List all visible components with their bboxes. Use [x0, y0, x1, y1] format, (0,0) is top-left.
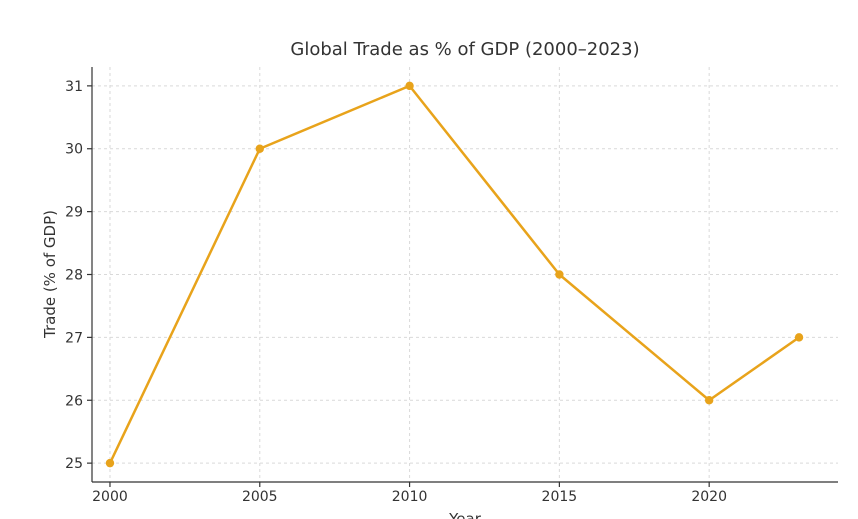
grid	[92, 67, 838, 482]
series-line	[108, 84, 801, 465]
data-point	[405, 81, 414, 91]
x-axis-label: Year	[448, 510, 482, 519]
y-tick-label: 30	[65, 142, 83, 158]
data-point	[105, 458, 115, 468]
series	[105, 81, 804, 468]
data-point	[255, 144, 264, 153]
data-point	[704, 396, 714, 405]
y-tick-label: 28	[65, 268, 83, 284]
y-tick-label: 25	[65, 456, 83, 472]
x-tick-label: 2000	[92, 489, 128, 505]
x-tick-label: 2010	[392, 489, 428, 505]
ticks: 2000 2005 2010 2015 2020 25 26 27 28 29 30 31	[65, 79, 727, 505]
x-tick-label: 2005	[242, 489, 278, 505]
y-tick-label: 26	[65, 393, 83, 409]
y-tick-label: 27	[65, 330, 83, 346]
data-point	[555, 270, 564, 279]
x-tick-label: 2020	[691, 489, 727, 505]
x-tick-label: 2015	[542, 489, 578, 505]
y-tick-label: 31	[65, 79, 83, 95]
chart-title: Global Trade as % of GDP (2000–2023)	[290, 39, 639, 60]
y-tick-label: 29	[65, 205, 83, 221]
data-point	[794, 333, 804, 342]
y-axis-label: Trade (% of GDP)	[41, 210, 59, 339]
